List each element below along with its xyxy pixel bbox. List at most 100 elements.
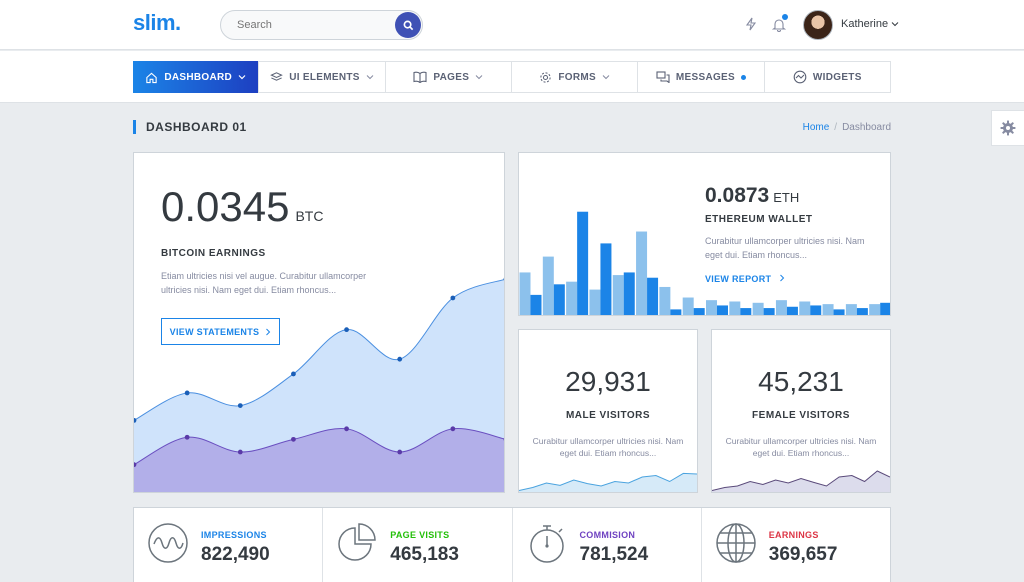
chevron-down-icon <box>475 75 483 80</box>
desc-line: ultricies nisi. Nam eget dui. Etiam rhon… <box>161 285 337 295</box>
search-icon <box>403 20 413 30</box>
desc-line: eget dui. Etiam rhoncus... <box>752 448 850 458</box>
data-point <box>134 417 137 423</box>
data-point <box>344 426 349 432</box>
nav-label: DASHBOARD <box>164 71 233 83</box>
bar <box>600 243 612 315</box>
breadcrumb: Home / Dashboard <box>803 122 891 133</box>
ethereum-value: 0.0873 <box>705 184 770 207</box>
main-navbar: DASHBOARD UI ELEMENTS PAGES FORMS MESSAG… <box>0 51 1024 103</box>
bar <box>553 284 565 315</box>
data-point <box>184 434 190 440</box>
stat-label: COMMISION <box>579 530 636 540</box>
desc-line: eget dui. Etiam rhoncus... <box>705 250 808 260</box>
stat-label: PAGE VISITS <box>390 530 450 540</box>
nav-label: FORMS <box>558 71 596 83</box>
stat-value: 369,657 <box>768 544 838 565</box>
bar <box>693 308 705 315</box>
area-line-series-2 <box>134 427 504 466</box>
bar <box>682 297 694 315</box>
bar <box>869 304 881 315</box>
book-icon <box>413 71 427 83</box>
button-label: VIEW STATEMENTS <box>169 326 260 337</box>
bar <box>636 231 648 315</box>
data-point <box>237 403 243 408</box>
bar <box>647 277 659 315</box>
bar <box>729 301 741 315</box>
lightning-icon[interactable] <box>741 14 761 34</box>
chevron-down-icon <box>238 75 246 80</box>
bitcoin-label: BITCOIN EARNINGS <box>161 248 266 259</box>
chevron-right-icon <box>780 274 785 282</box>
bar <box>717 305 728 315</box>
bar <box>577 211 589 315</box>
nav-ui-elements[interactable]: UI ELEMENTS <box>259 62 386 92</box>
search-box <box>220 10 423 40</box>
stopwatch-icon <box>529 525 564 563</box>
view-report-link[interactable]: VIEW REPORT <box>705 274 785 284</box>
user-menu[interactable]: Katherine <box>841 18 899 30</box>
data-point <box>397 356 403 362</box>
nav-dashboard[interactable]: DASHBOARD <box>133 61 260 93</box>
female-visitors-description: Curabitur ullamcorper ultricies nisi. Na… <box>712 435 890 459</box>
ethereum-unit: ETH <box>773 190 800 205</box>
main-nav: DASHBOARD UI ELEMENTS PAGES FORMS MESSAG… <box>133 61 891 93</box>
bar <box>856 308 868 315</box>
nav-forms[interactable]: FORMS <box>512 62 639 92</box>
ethereum-value-row: 0.0873 ETH <box>705 184 799 208</box>
unread-dot <box>741 74 747 80</box>
area-fill-series-2 <box>134 428 504 492</box>
bar <box>612 275 624 315</box>
bar <box>542 256 554 315</box>
bar <box>880 302 890 315</box>
data-point <box>184 390 190 396</box>
nav-label: UI ELEMENTS <box>289 71 360 83</box>
gear-icon <box>540 71 551 83</box>
breadcrumb-separator: / <box>834 122 838 133</box>
bar <box>786 306 798 315</box>
female-visitors-label: FEMALE VISITORS <box>752 410 850 421</box>
logo[interactable]: slim. <box>133 10 181 35</box>
female-visitors-card: 45,231 FEMALE VISITORS Curabitur ullamco… <box>711 329 891 493</box>
stat-page-visits: PAGE VISITS 465,183 <box>323 508 513 582</box>
bar <box>670 309 682 315</box>
sparkline-area <box>712 471 890 492</box>
settings-panel-toggle[interactable] <box>991 110 1024 146</box>
page-title: DASHBOARD 01 <box>133 120 247 134</box>
avatar[interactable] <box>803 10 833 40</box>
bitcoin-area-chart <box>134 277 504 492</box>
ethereum-label: ETHEREUM WALLET <box>705 214 813 225</box>
male-visitors-description: Curabitur ullamcorper ultricies nisi. Na… <box>519 435 697 459</box>
chevron-down-icon <box>366 75 374 80</box>
view-statements-button[interactable]: VIEW STATEMENTS <box>161 318 280 345</box>
layers-icon <box>270 72 284 81</box>
stat-value: 465,183 <box>390 544 459 565</box>
search-button[interactable] <box>395 12 421 38</box>
area-line-series-1 <box>134 279 504 421</box>
breadcrumb-current: Dashboard <box>842 122 891 133</box>
nav-label: PAGES <box>433 71 470 83</box>
bar <box>623 272 635 315</box>
bitcoin-value: 0.0345 <box>161 183 290 230</box>
desc-line: eget dui. Etiam rhoncus... <box>559 448 657 458</box>
stat-value: 822,490 <box>201 544 270 565</box>
breadcrumb-home[interactable]: Home <box>802 122 830 133</box>
wave-icon <box>148 523 188 563</box>
nav-pages[interactable]: PAGES <box>386 62 512 92</box>
notification-dot <box>782 14 788 20</box>
data-point <box>134 462 137 468</box>
nav-widgets[interactable]: WIDGETS <box>765 62 890 92</box>
ethereum-wallet-card: 0.0873 ETH ETHEREUM WALLET Curabitur ulla… <box>518 152 891 316</box>
chevron-down-icon <box>891 22 899 27</box>
search-input[interactable] <box>221 11 391 39</box>
stat-label: IMPRESSIONS <box>201 530 267 540</box>
male-visitors-value: 29,931 <box>565 366 651 397</box>
bar <box>519 272 531 315</box>
ethereum-bar-chart <box>519 211 890 315</box>
nav-messages[interactable]: MESSAGES <box>638 62 765 92</box>
pulse-icon <box>793 70 807 84</box>
desc-line: Curabitur ullamcorper ultricies nisi. Na… <box>532 436 684 446</box>
bell-icon[interactable] <box>769 14 789 34</box>
bar <box>589 289 601 315</box>
user-name: Katherine <box>841 18 889 30</box>
